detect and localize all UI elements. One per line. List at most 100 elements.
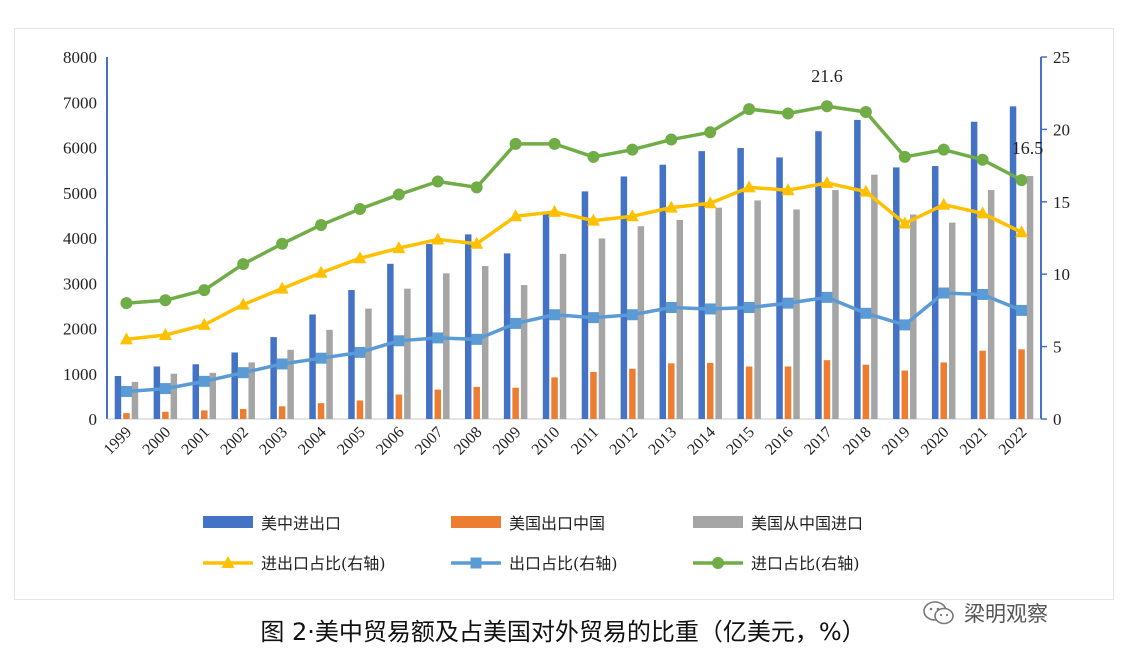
right-axis-tick-label: 0	[1053, 410, 1062, 429]
x-axis-tick-label: 2006	[373, 424, 408, 459]
bar-us-export-china-2003	[278, 406, 286, 419]
right-axis-tick-label: 5	[1053, 338, 1062, 357]
line-total-share-point-2016	[781, 183, 795, 196]
bar-us-import-china-2000	[170, 373, 178, 419]
line-export-share-point-2010	[549, 309, 561, 321]
line-import-share-point-2002	[237, 258, 250, 271]
bar-us-import-china-2004	[326, 329, 333, 419]
x-axis-tick-label: 2000	[140, 424, 175, 459]
legend-export-share-label: 出口占比(右轴)	[509, 554, 618, 573]
left-axis-tick-label: 8000	[63, 48, 97, 67]
data-label-2017: 21.6	[811, 66, 843, 86]
bar-us-china-total-2016	[776, 157, 783, 419]
bar-us-china-total-2002	[231, 352, 238, 419]
bar-us-import-china-2012	[637, 226, 645, 419]
line-export-share-point-2001	[198, 375, 210, 387]
line-import-share-point-2018	[859, 106, 872, 119]
line-import-share-point-2020	[937, 143, 950, 156]
legend-us-export-china-swatch	[451, 516, 501, 528]
bar-us-export-china-2005	[356, 400, 364, 419]
legend-us-import-china-label: 美国从中国进口	[751, 514, 863, 533]
bar-us-china-total-2020	[931, 166, 939, 419]
x-axis-tick-label: 1999	[101, 424, 136, 459]
bar-us-import-china-2009	[520, 285, 528, 419]
left-axis-tick-label: 7000	[63, 93, 97, 112]
bar-us-china-total-2019	[893, 167, 900, 419]
line-export-share	[126, 291, 1023, 394]
bar-us-import-china-2015	[754, 200, 761, 419]
x-axis-tick-label: 2016	[762, 424, 797, 459]
x-axis-tick-label: 2001	[178, 424, 213, 459]
line-import-share-point-2009	[509, 137, 522, 150]
bar-us-export-china-2020	[940, 362, 947, 419]
bar-us-import-china-2020	[948, 222, 956, 419]
x-axis-tick-label: 2014	[684, 424, 719, 459]
line-total-share-point-2005	[353, 251, 367, 264]
legend-total-share-swatch-marker	[221, 556, 235, 568]
watermark-text: 梁明观察	[964, 602, 1048, 626]
line-export-share-point-1999	[120, 385, 132, 397]
line-total-share-point-2009	[509, 209, 523, 222]
x-axis-tick-label: 2010	[529, 424, 564, 459]
bar-us-china-total-2004	[309, 314, 316, 419]
x-axis-tick-label: 2013	[645, 424, 680, 459]
bar-us-export-china-2006	[395, 394, 403, 419]
line-import-share-point-2011	[587, 150, 600, 163]
legend-export-share-swatch-marker	[470, 557, 482, 569]
left-axis-tick-label: 4000	[63, 229, 97, 248]
bar-us-import-china-2018	[871, 174, 878, 419]
bar-us-export-china-2014	[706, 362, 714, 419]
bar-us-import-china-2013	[676, 219, 684, 419]
bar-us-export-china-2019	[901, 370, 909, 419]
bar-us-china-total-2022	[1009, 106, 1017, 419]
bar-us-import-china-2011	[598, 238, 606, 419]
line-export-share-point-2004	[315, 352, 327, 364]
line-export-share-point-2012	[626, 309, 638, 321]
x-axis-tick-label: 2011	[568, 424, 602, 458]
bar-us-import-china-2008	[481, 266, 489, 419]
right-axis-tick-label: 10	[1053, 265, 1070, 284]
bar-us-import-china-2014	[715, 207, 722, 419]
bar-us-china-total-2014	[698, 151, 705, 419]
right-axis-tick-label: 15	[1053, 193, 1070, 212]
right-axis-tick-label: 20	[1053, 120, 1070, 139]
left-axis-tick-label: 3000	[63, 274, 97, 293]
bar-us-export-china-2016	[784, 366, 792, 419]
line-export-share-point-2022	[1016, 304, 1028, 316]
line-import-share-point-1999	[120, 297, 133, 310]
line-total-share-point-2017	[820, 175, 834, 188]
line-import-share-point-2010	[548, 137, 561, 150]
line-import-share-point-2019	[898, 150, 911, 163]
line-export-share-point-2003	[276, 358, 288, 370]
line-total-share-point-2021	[976, 206, 990, 219]
bar-us-china-total-2006	[387, 263, 394, 419]
line-import-share-point-2003	[276, 237, 289, 250]
watermark: 梁明观察	[922, 598, 1048, 628]
bar-us-china-total-2021	[970, 121, 978, 420]
x-axis-tick-label: 2021	[957, 424, 992, 459]
bar-us-import-china-2007	[443, 273, 450, 419]
line-export-share-point-2016	[782, 297, 794, 309]
bar-us-export-china-2000	[162, 411, 169, 419]
bar-us-export-china-2018	[862, 364, 870, 419]
line-total-share-point-2014	[703, 196, 717, 209]
line-total-share-point-2004	[314, 265, 328, 278]
line-export-share-point-2019	[899, 319, 911, 331]
line-total-share-point-2011	[586, 213, 600, 226]
line-export-share-point-2006	[393, 335, 405, 347]
line-export-share-point-2011	[587, 312, 599, 324]
legend-us-import-china-swatch	[693, 516, 743, 528]
line-import-share-point-2006	[392, 188, 405, 201]
line-total-share-point-2022	[1015, 225, 1029, 238]
bar-us-export-china-2012	[629, 368, 636, 419]
line-export-share-point-2018	[860, 307, 872, 319]
bar-us-export-china-2008	[473, 386, 480, 419]
line-import-share-point-2021	[976, 153, 989, 166]
bar-us-export-china-2002	[239, 409, 247, 419]
legend-us-china-total-label: 美中进出口	[261, 514, 341, 533]
line-export-share-point-2017	[821, 291, 833, 303]
bar-us-china-total-2003	[270, 337, 277, 419]
x-axis-tick-label: 2002	[217, 424, 252, 459]
right-axis-tick-label: 25	[1053, 48, 1070, 67]
line-import-share-point-2007	[431, 175, 444, 188]
